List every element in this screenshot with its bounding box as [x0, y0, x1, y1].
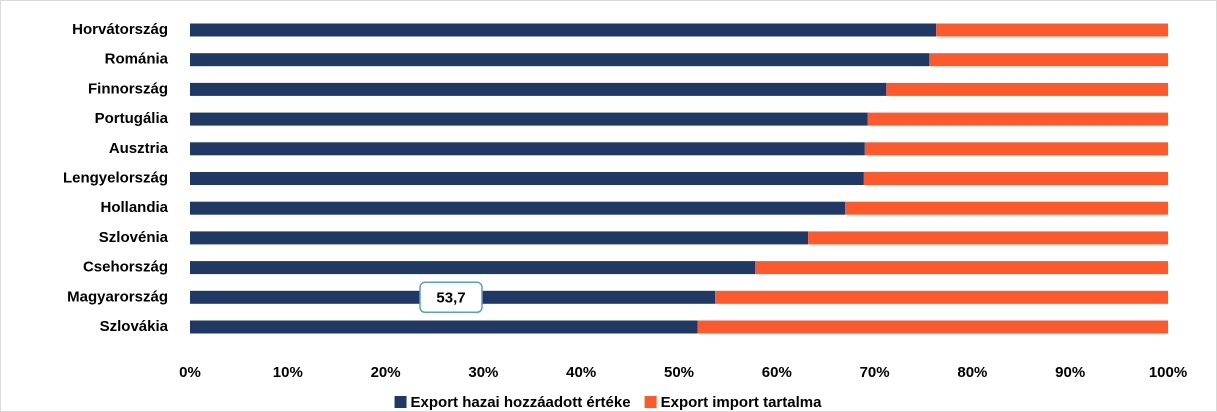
y-tick-label: Szlovénia — [99, 229, 169, 246]
bar-segment — [886, 82, 1168, 96]
data-label: 53,7 — [436, 289, 465, 306]
x-tick-label: 0% — [179, 364, 201, 381]
bar-segment — [864, 142, 1168, 156]
y-tick-label: Szlovákia — [100, 318, 169, 335]
x-tick-label: 50% — [664, 364, 694, 381]
annotation-box — [419, 281, 483, 314]
legend-label: Export hazai hozzáadott értéke — [411, 394, 631, 411]
x-tick-label: 10% — [273, 364, 303, 381]
y-tick-label: Hollandia — [100, 199, 168, 216]
y-tick-label: Csehország — [83, 259, 168, 276]
bar-segment — [190, 320, 698, 334]
bar-segment — [190, 23, 937, 37]
bar-segment — [755, 261, 1168, 275]
bar-segment — [190, 201, 846, 215]
bar-segment — [808, 231, 1168, 245]
y-tick-label: Horvátország — [72, 21, 168, 38]
bar-segment — [929, 53, 1168, 67]
y-tick-label: Lengyelország — [63, 169, 168, 186]
bar-segment — [190, 261, 756, 275]
x-tick-label: 30% — [468, 364, 498, 381]
bar-segment — [715, 290, 1168, 304]
y-tick-label: Ausztria — [109, 140, 169, 157]
bar-segment — [190, 112, 868, 126]
legend-swatch — [644, 396, 657, 408]
bar-segment — [190, 231, 809, 245]
bar-segment — [190, 53, 930, 67]
x-tick-label: 70% — [860, 364, 890, 381]
bar-segment — [697, 320, 1168, 334]
x-tick-label: 90% — [1055, 364, 1085, 381]
legend-swatch — [394, 396, 407, 408]
x-tick-label: 60% — [762, 364, 792, 381]
y-tick-label: Románia — [105, 51, 169, 68]
y-tick-label: Portugália — [95, 110, 169, 127]
x-tick-label: 80% — [957, 364, 987, 381]
bar-segment — [190, 172, 864, 185]
bar-segment — [190, 82, 887, 96]
y-tick-label: Finnország — [88, 80, 168, 97]
bar-segment — [867, 112, 1168, 126]
bar-segment — [845, 201, 1168, 215]
bar-segment — [190, 142, 865, 156]
bar-segment — [936, 23, 1168, 37]
y-tick-label: Magyarország — [67, 288, 168, 305]
x-tick-label: 40% — [566, 364, 596, 381]
x-tick-label: 20% — [371, 364, 401, 381]
legend-label: Export import tartalma — [661, 394, 823, 411]
x-tick-label: 100% — [1149, 364, 1187, 381]
bar-segment — [863, 172, 1168, 185]
